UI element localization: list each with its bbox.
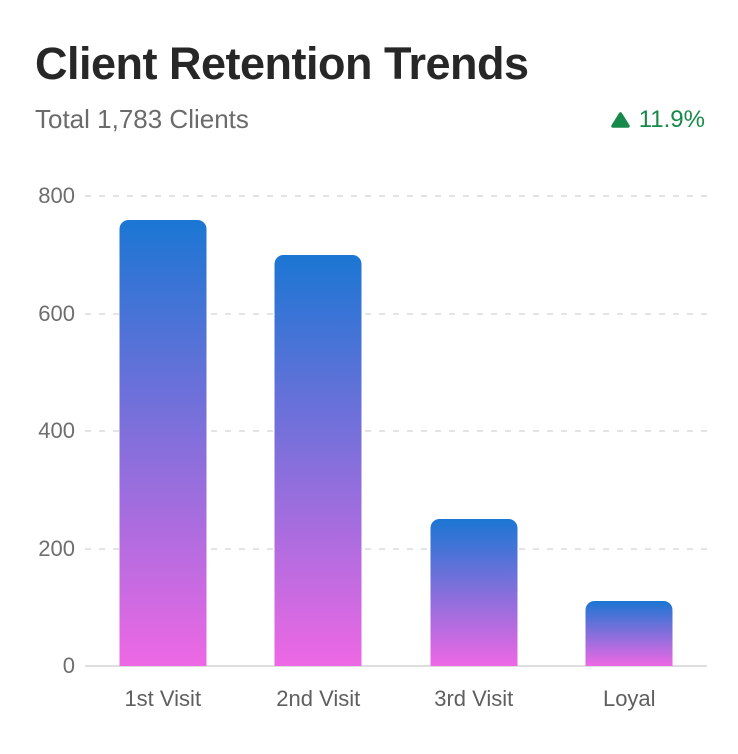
x-axis-label-1st-visit: 1st Visit [124,686,202,711]
y-axis-tick-label: 400 [38,418,75,443]
x-axis-label-3rd-visit: 3rd Visit [434,686,514,711]
trend-value: 11.9% [638,105,705,133]
x-axis-label-loyal: Loyal [602,686,656,711]
subtitle-row: Total 1,783 Clients 11.9% [35,104,705,135]
trend-up-icon [610,111,630,128]
x-axis: 1st Visit 2nd Visit 3rd Visit Loyal [85,686,707,712]
bar-3rd-visit [430,519,518,666]
y-axis-tick-label: 0 [62,653,75,678]
y-axis-tick-label: 800 [38,183,75,208]
gridline [85,312,707,315]
y-axis-tick-label: 600 [38,300,75,326]
trend-badge: 11.9% [610,105,705,134]
bar-loyal [585,601,673,666]
x-axis-label-2nd-visit: 2nd Visit [276,686,361,711]
gridline [85,430,707,432]
bar-1st-visit [119,219,207,666]
bar-2nd-visit [274,254,362,666]
page-title: Client Retention Trends [35,38,529,89]
total-clients-label: Total 1,783 Clients [35,104,249,134]
x-axis-baseline [85,665,707,667]
y-axis-tick-label: 200 [38,535,75,561]
y-axis: 0 200 400 600 800 [0,183,75,678]
gridline [85,195,707,197]
bar-chart-plot-area [85,195,707,667]
gridline [85,547,707,550]
